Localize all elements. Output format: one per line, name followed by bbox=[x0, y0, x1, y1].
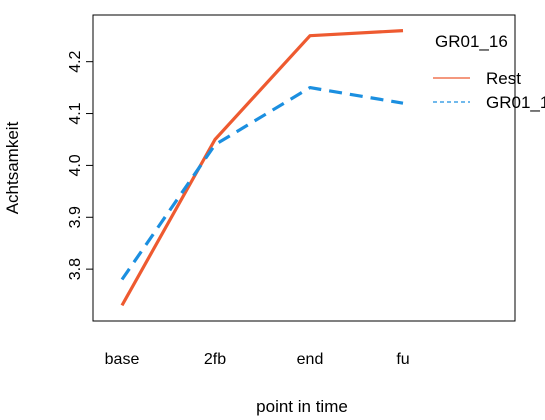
legend-title: GR01_16 bbox=[435, 32, 508, 51]
plot-box bbox=[92, 14, 516, 322]
series-layer bbox=[120, 29, 404, 307]
x-axis-title: point in time bbox=[256, 397, 348, 416]
y-tick-label: 3.8 bbox=[67, 258, 84, 280]
x-tick-label: end bbox=[297, 351, 324, 368]
x-tick-label: 2fb bbox=[204, 351, 226, 368]
series-line-gr01-16 bbox=[120, 85, 404, 281]
series-line-rest bbox=[120, 29, 404, 307]
x-axis: base 2fb end fu bbox=[105, 351, 410, 368]
legend-label-gr01-16: GR01_16 bbox=[486, 93, 545, 112]
legend: GR01_16 Rest GR01_16 bbox=[433, 32, 545, 112]
y-axis: 3.8 3.9 4.0 4.1 4.2 bbox=[67, 50, 93, 280]
x-tick-label: fu bbox=[396, 351, 409, 368]
y-tick-label: 3.9 bbox=[67, 206, 84, 228]
x-tick-label: base bbox=[105, 351, 140, 368]
y-axis-title: Achtsamkeit bbox=[3, 121, 22, 214]
legend-label-rest: Rest bbox=[486, 69, 521, 88]
y-tick-label: 4.2 bbox=[67, 50, 84, 72]
y-tick-label: 4.0 bbox=[67, 154, 84, 176]
y-tick-label: 4.1 bbox=[67, 102, 84, 124]
